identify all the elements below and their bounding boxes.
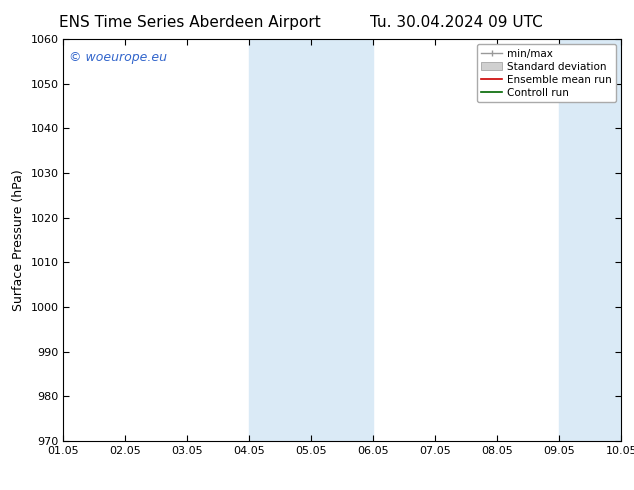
Text: ENS Time Series Aberdeen Airport: ENS Time Series Aberdeen Airport xyxy=(60,15,321,30)
Text: © woeurope.eu: © woeurope.eu xyxy=(69,51,167,64)
Legend: min/max, Standard deviation, Ensemble mean run, Controll run: min/max, Standard deviation, Ensemble me… xyxy=(477,45,616,102)
Text: Tu. 30.04.2024 09 UTC: Tu. 30.04.2024 09 UTC xyxy=(370,15,543,30)
Bar xyxy=(249,39,373,441)
Y-axis label: Surface Pressure (hPa): Surface Pressure (hPa) xyxy=(12,169,25,311)
Bar xyxy=(559,39,634,441)
